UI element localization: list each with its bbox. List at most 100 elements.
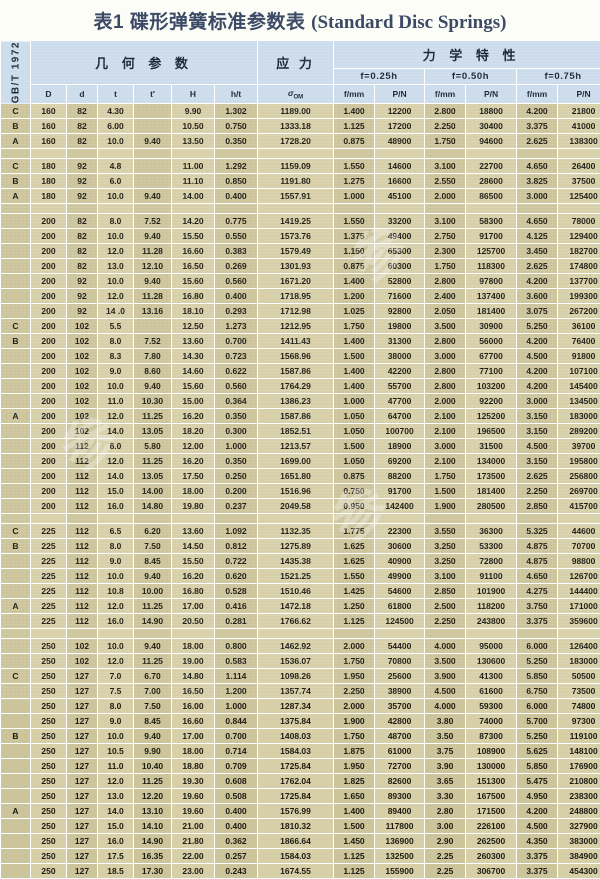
cell-defl-025h: 1.050 bbox=[334, 409, 375, 424]
cell-free-height: 14.60 bbox=[172, 364, 215, 379]
cell-load-075h: 78000 bbox=[558, 214, 600, 229]
cell-free-height: 14.00 bbox=[172, 189, 215, 204]
cell-load-050h: 181400 bbox=[466, 484, 517, 499]
cell-load-025h: 88200 bbox=[375, 469, 425, 484]
cell-class bbox=[1, 439, 31, 454]
cell-defl-050h: 3.500 bbox=[425, 654, 466, 669]
cell-free-height: 15.60 bbox=[172, 274, 215, 289]
cell-load-050h: 36300 bbox=[466, 524, 517, 539]
cell-defl-025h: 0.875 bbox=[334, 469, 375, 484]
cell-thickness-reduced: 14.90 bbox=[134, 834, 172, 849]
cell-outer-dia: 160 bbox=[31, 119, 67, 134]
cell-load-050h: 31500 bbox=[466, 439, 517, 454]
cell-inner-dia: 112 bbox=[67, 499, 98, 514]
cell-class: B bbox=[1, 729, 31, 744]
cell-load-050h: 53300 bbox=[466, 539, 517, 554]
cell-inner-dia: 127 bbox=[67, 684, 98, 699]
cell-class bbox=[1, 244, 31, 259]
spacer-cell bbox=[425, 204, 466, 214]
cell-defl-075h: 4.650 bbox=[517, 159, 558, 174]
cell-thickness-reduced bbox=[134, 119, 172, 134]
cell-defl-050h: 2.800 bbox=[425, 334, 466, 349]
cell-h-over-t: 0.350 bbox=[215, 454, 258, 469]
cell-stress-om: 1098.26 bbox=[258, 669, 334, 684]
cell-outer-dia: 200 bbox=[31, 244, 67, 259]
cell-load-075h: 41000 bbox=[558, 119, 600, 134]
cell-stress-om: 1472.18 bbox=[258, 599, 334, 614]
cell-inner-dia: 112 bbox=[67, 469, 98, 484]
spacer-cell bbox=[98, 149, 134, 159]
col-header-f2: f/mm bbox=[425, 85, 466, 104]
cell-defl-050h: 4.000 bbox=[425, 639, 466, 654]
cell-outer-dia: 200 bbox=[31, 259, 67, 274]
cell-inner-dia: 102 bbox=[67, 424, 98, 439]
cell-h-over-t: 0.622 bbox=[215, 364, 258, 379]
cell-stress-om: 1587.86 bbox=[258, 409, 334, 424]
cell-load-075h: 359600 bbox=[558, 614, 600, 629]
cell-load-050h: 243800 bbox=[466, 614, 517, 629]
header-row-columns: D d t t' H h/t σOM f/mm P/N f/mm P/N f/m… bbox=[1, 85, 600, 104]
cell-load-075h: 174800 bbox=[558, 259, 600, 274]
cell-defl-075h: 3.000 bbox=[517, 394, 558, 409]
cell-load-075h: 39700 bbox=[558, 439, 600, 454]
cell-thickness-reduced: 8.45 bbox=[134, 714, 172, 729]
cell-load-075h: 138300 bbox=[558, 134, 600, 149]
cell-class bbox=[1, 259, 31, 274]
cell-free-height: 18.00 bbox=[172, 744, 215, 759]
cell-load-050h: 260300 bbox=[466, 849, 517, 864]
cell-h-over-t: 0.620 bbox=[215, 569, 258, 584]
cell-load-050h: 306700 bbox=[466, 864, 517, 879]
cell-class: A bbox=[1, 804, 31, 819]
load-case-050h: f=0.50h bbox=[425, 68, 517, 85]
